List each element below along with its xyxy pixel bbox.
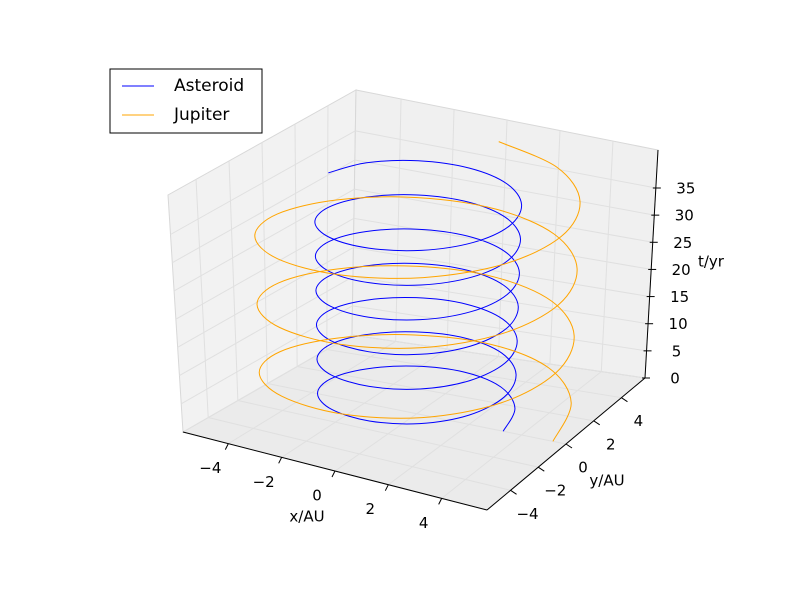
z-tick-label: 5 bbox=[672, 342, 682, 360]
legend-label: Asteroid bbox=[174, 76, 244, 96]
series-line bbox=[254, 141, 581, 442]
legend-box bbox=[109, 68, 263, 134]
grid-line bbox=[352, 305, 647, 352]
z-tick-label: 30 bbox=[675, 207, 694, 225]
grid-line bbox=[297, 365, 594, 422]
z-tick-label: 25 bbox=[673, 234, 692, 252]
y-tick-label: −4 bbox=[516, 505, 538, 523]
grid-line bbox=[172, 159, 356, 264]
y-tick-label: 0 bbox=[578, 459, 588, 477]
x-tick-label: −4 bbox=[199, 459, 221, 477]
grid-line bbox=[354, 159, 655, 216]
tick-mark bbox=[538, 466, 545, 472]
tick-mark bbox=[593, 420, 600, 426]
tick-mark bbox=[331, 470, 336, 478]
z-tick-label: 10 bbox=[669, 315, 688, 333]
x-tick-label: −2 bbox=[253, 473, 275, 491]
x-axis-label: x/AU bbox=[289, 508, 324, 526]
legend-label: Jupiter bbox=[173, 105, 229, 125]
lines bbox=[254, 141, 581, 442]
legend: Asteroid Jupiter bbox=[109, 68, 263, 134]
x-tick-label: 2 bbox=[366, 500, 376, 518]
grid-line bbox=[237, 400, 539, 468]
y-tick-label: 4 bbox=[634, 412, 644, 430]
z-tick-label: 0 bbox=[670, 370, 680, 388]
z-tick-label: 15 bbox=[670, 288, 689, 306]
z-tick-label: 35 bbox=[676, 180, 695, 198]
grid-line bbox=[180, 305, 353, 405]
y-tick-label: 2 bbox=[606, 435, 616, 453]
tick-mark bbox=[224, 443, 229, 450]
grid-line bbox=[208, 417, 511, 491]
tick-mark bbox=[278, 457, 283, 464]
grid-line bbox=[170, 130, 356, 235]
grid-line bbox=[182, 334, 353, 433]
y-tick-label: −2 bbox=[544, 482, 566, 500]
tick-mark bbox=[384, 484, 389, 491]
tick-mark bbox=[510, 489, 517, 495]
z-axis-label: t/yr bbox=[698, 253, 725, 271]
grid-line bbox=[352, 276, 649, 325]
x-tick-label: 4 bbox=[419, 514, 429, 532]
x-tick-label: 0 bbox=[312, 487, 322, 505]
grid-line bbox=[353, 217, 652, 270]
y-axis-label: y/AU bbox=[589, 472, 624, 490]
grid-line bbox=[326, 348, 622, 399]
tick-mark bbox=[438, 498, 443, 505]
grid-line bbox=[355, 130, 656, 189]
grid bbox=[170, 98, 656, 499]
grid-line bbox=[351, 334, 646, 379]
grid-line bbox=[179, 276, 354, 377]
grid-line bbox=[173, 188, 355, 292]
grid-line bbox=[353, 247, 650, 298]
z-tick-label: 20 bbox=[672, 261, 691, 279]
tick-mark bbox=[621, 397, 628, 403]
grid-line bbox=[177, 247, 354, 348]
grid-line bbox=[175, 217, 355, 320]
tick-mark bbox=[565, 443, 573, 449]
